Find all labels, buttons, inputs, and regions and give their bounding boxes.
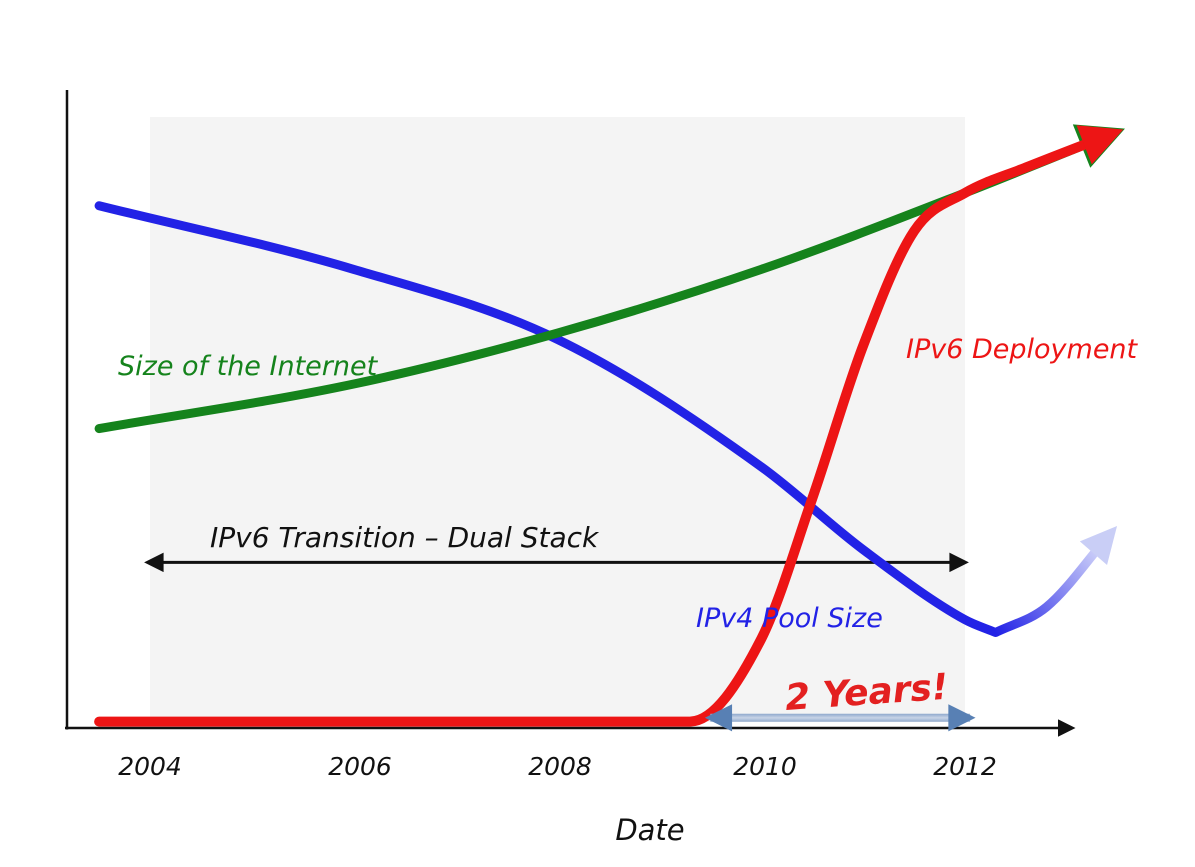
x-tick-2004: 2004 [118,752,182,781]
x-tick-2006: 2006 [328,752,392,781]
x-tick-2012: 2012 [933,752,997,781]
ipv4-pool-size-fade-arrow [993,526,1118,637]
ipv4-pool-size-line [94,201,1001,637]
transition-label: IPv6 Transition – Dual Stack [210,521,600,554]
size-of-internet-label: Size of the Internet [118,351,379,382]
ipv6-deployment-line [94,125,1124,727]
ipv4-pool-size-label: IPv4 Pool Size [696,603,883,634]
x-axis-title: Date [615,813,684,847]
x-tick-2008: 2008 [528,752,592,781]
ipv6-deployment-label: IPv6 Deployment [906,334,1139,365]
dual-stack-shaded-region [150,117,965,722]
x-tick-2010: 2010 [733,752,797,781]
